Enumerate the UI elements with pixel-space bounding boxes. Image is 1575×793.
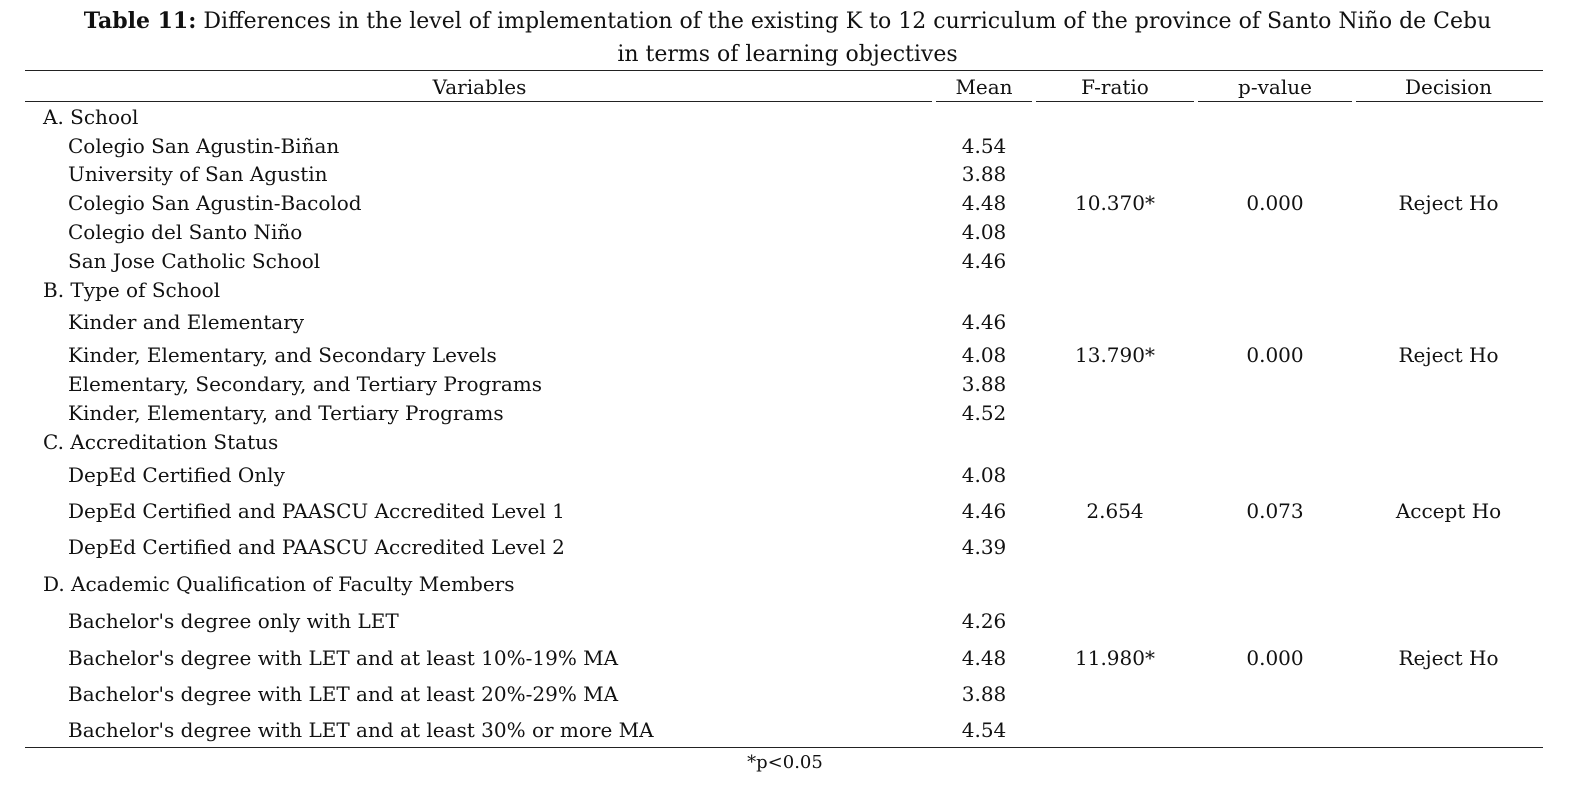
p-value-value: 0.073 — [1246, 499, 1304, 523]
table-row: Colegio del Santo Niño 4.08 — [0, 217, 1575, 247]
variable-label: Colegio San Agustin-Biñan — [68, 134, 340, 158]
p-value-value: 0.000 — [1246, 191, 1304, 215]
group-row: C. Accreditation Status — [0, 427, 1575, 457]
caption-title: Differences in the level of implementati… — [203, 9, 1492, 34]
table-row: Elementary, Secondary, and Tertiary Prog… — [0, 369, 1575, 399]
group-row: A. School — [0, 102, 1575, 132]
mean-value: 4.46 — [961, 499, 1007, 523]
p-value-value: 0.000 — [1246, 646, 1304, 670]
decision-value: Reject Ho — [1398, 191, 1499, 215]
header-rule-f-ratio — [1036, 101, 1194, 102]
caption-line-2: in terms of learning objectives — [617, 42, 958, 67]
mean-value: 3.88 — [961, 682, 1007, 706]
mean-value: 4.08 — [961, 343, 1007, 367]
decision-value: Reject Ho — [1398, 343, 1499, 367]
mean-value: 4.39 — [961, 535, 1007, 559]
mean-value: 4.08 — [961, 463, 1007, 487]
f-ratio-value: 10.370* — [1075, 191, 1155, 215]
top-rule — [25, 70, 1543, 71]
header-rule-p-value — [1198, 101, 1352, 102]
f-ratio-value: 13.790* — [1075, 343, 1155, 367]
variable-label: Bachelor's degree with LET and at least … — [68, 646, 619, 670]
table-row: University of San Agustin 3.88 — [0, 159, 1575, 189]
bottom-rule — [25, 747, 1543, 748]
mean-value: 4.52 — [961, 401, 1007, 425]
table-row: Kinder, Elementary, and Tertiary Program… — [0, 398, 1575, 428]
table-row: Bachelor's degree with LET and at least … — [0, 679, 1575, 709]
caption-line-1: Table 11: Differences in the level of im… — [0, 5, 1575, 38]
group-label: B. Type of School — [43, 278, 221, 302]
variable-label: DepEd Certified and PAASCU Accredited Le… — [68, 535, 565, 559]
table-row: DepEd Certified Only 4.08 — [0, 460, 1575, 490]
table-row: Colegio San Agustin-Bacolod 4.48 — [0, 188, 1575, 218]
table-caption: Table 11: Differences in the level of im… — [0, 5, 1575, 71]
group-label: C. Accreditation Status — [43, 430, 279, 454]
mean-value: 4.48 — [961, 646, 1007, 670]
table-row: Colegio San Agustin-Biñan 4.54 — [0, 131, 1575, 161]
header-rule-variables — [25, 101, 932, 102]
mean-value: 3.88 — [961, 162, 1007, 186]
header-f-ratio: F-ratio — [1081, 75, 1149, 99]
caption-label: Table 11: — [83, 8, 197, 34]
mean-value: 3.88 — [961, 372, 1007, 396]
variable-label: Kinder and Elementary — [68, 310, 305, 334]
mean-value: 4.08 — [961, 220, 1007, 244]
group-row: B. Type of School — [0, 275, 1575, 305]
p-value-value: 0.000 — [1246, 343, 1304, 367]
table-row: Bachelor's degree with LET and at least … — [0, 643, 1575, 673]
variable-label: University of San Agustin — [68, 162, 328, 186]
table-row: Kinder and Elementary 4.46 — [0, 307, 1575, 337]
header-p-value: p-value — [1238, 75, 1312, 99]
table-row: DepEd Certified and PAASCU Accredited Le… — [0, 532, 1575, 562]
table-row: DepEd Certified and PAASCU Accredited Le… — [0, 496, 1575, 526]
mean-value: 4.48 — [961, 191, 1007, 215]
header-variables: Variables — [432, 75, 527, 99]
table-row: Bachelor's degree with LET and at least … — [0, 715, 1575, 745]
variable-label: Elementary, Secondary, and Tertiary Prog… — [68, 372, 542, 396]
group-label: D. Academic Qualification of Faculty Mem… — [43, 572, 515, 596]
table-row: Kinder, Elementary, and Secondary Levels… — [0, 340, 1575, 370]
variable-label: Colegio San Agustin-Bacolod — [68, 191, 362, 215]
mean-value: 4.54 — [961, 718, 1007, 742]
variable-label: Kinder, Elementary, and Tertiary Program… — [68, 401, 504, 425]
variable-label: DepEd Certified and PAASCU Accredited Le… — [68, 499, 565, 523]
variable-label: Bachelor's degree with LET and at least … — [68, 718, 654, 742]
f-ratio-value: 11.980* — [1075, 646, 1155, 670]
header-rule-decision — [1356, 101, 1543, 102]
decision-value: Accept Ho — [1395, 499, 1502, 523]
group-row: D. Academic Qualification of Faculty Mem… — [0, 569, 1575, 599]
variable-label: Kinder, Elementary, and Secondary Levels — [68, 343, 497, 367]
mean-value: 4.54 — [961, 134, 1007, 158]
footnote: *p<0.05 — [747, 752, 823, 773]
variable-label: San Jose Catholic School — [68, 249, 321, 273]
header-rule-mean — [936, 101, 1032, 102]
variable-label: Bachelor's degree only with LET — [68, 609, 399, 633]
variable-label: Colegio del Santo Niño — [68, 220, 303, 244]
decision-value: Reject Ho — [1398, 646, 1499, 670]
mean-value: 4.46 — [961, 310, 1007, 334]
f-ratio-value: 2.654 — [1086, 499, 1144, 523]
table-row: San Jose Catholic School 4.46 — [0, 246, 1575, 276]
group-label: A. School — [43, 105, 139, 129]
mean-value: 4.26 — [961, 609, 1007, 633]
variable-label: Bachelor's degree with LET and at least … — [68, 682, 619, 706]
header-mean: Mean — [955, 75, 1013, 99]
table-row: Bachelor's degree only with LET 4.26 — [0, 606, 1575, 636]
header-decision: Decision — [1404, 75, 1493, 99]
variable-label: DepEd Certified Only — [68, 463, 285, 487]
mean-value: 4.46 — [961, 249, 1007, 273]
